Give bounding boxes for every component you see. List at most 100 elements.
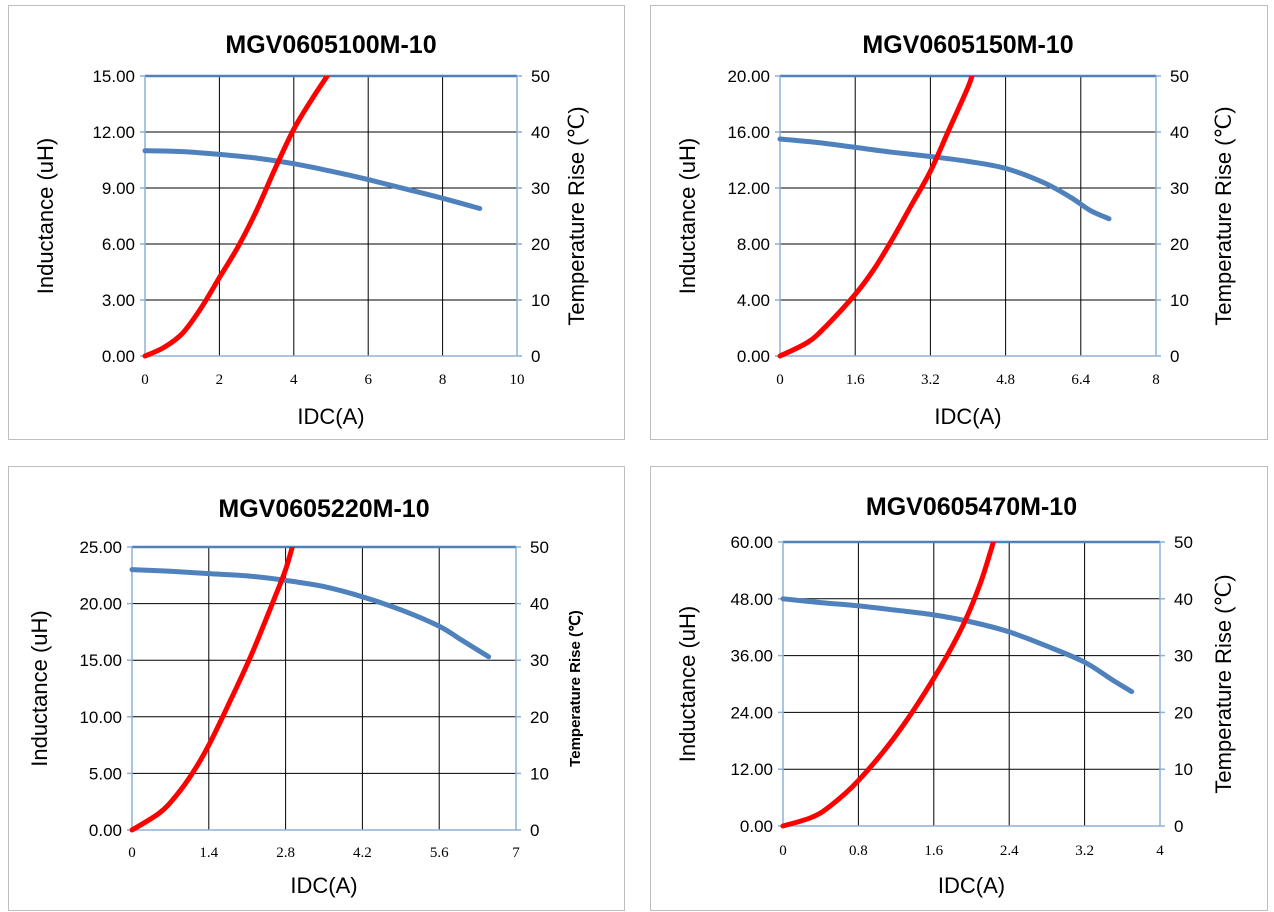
y-tick-label: 20.00	[79, 595, 122, 614]
y-tick-label: 0.00	[737, 347, 770, 366]
x-axis-label: IDC(A)	[938, 873, 1005, 898]
x-tick-label: 6	[364, 372, 372, 388]
y2-tick-label: 20	[530, 708, 549, 727]
y2-tick-label: 30	[531, 179, 550, 198]
y2-axis-label: Temperature Rise (℃)	[1211, 574, 1236, 793]
y-tick-label: 15.00	[92, 67, 135, 86]
y-tick-label: 15.00	[79, 651, 122, 670]
y2-axis-label: Temperature Rise (℃)	[564, 106, 589, 325]
x-tick-label: 8	[1152, 372, 1160, 388]
x-tick-label: 10	[510, 372, 525, 388]
y2-tick-label: 20	[1174, 703, 1193, 722]
x-tick-label: 4	[290, 372, 298, 388]
y-tick-label: 16.00	[727, 123, 770, 142]
y2-tick-label: 50	[531, 67, 550, 86]
y2-tick-label: 20	[1170, 235, 1189, 254]
chart-panel-1: MGV0605100M-10 0 2 4 6 8 10 0.00 3.00 6.00 9.00 12.…	[8, 5, 625, 440]
x-tick-label: 8	[439, 372, 447, 388]
x-axis-label: IDC(A)	[290, 873, 357, 898]
y-axis-label: Inductance (uH)	[33, 138, 58, 295]
x-tick-label: 7	[512, 845, 520, 861]
y-tick-label: 8.00	[737, 235, 770, 254]
y2-tick-label: 50	[530, 538, 549, 557]
x-tick-label: 3.2	[921, 372, 940, 388]
x-tick-label: 0	[141, 372, 149, 388]
y2-tick-label: 10	[530, 764, 549, 783]
chart-panel-2: MGV0605150M-10 0 1.6 3.2 4.8 6.4 8 0.00 4.00 8.00…	[650, 5, 1268, 440]
y-tick-label: 20.00	[727, 67, 770, 86]
x-tick-label: 0	[779, 843, 787, 859]
y2-tick-label: 0	[530, 821, 539, 840]
y-tick-label: 24.00	[730, 703, 773, 722]
x-tick-label: 1.4	[199, 845, 218, 861]
x-tick-label: 0.8	[849, 843, 868, 859]
y-tick-label: 10.00	[79, 708, 122, 727]
inductance-line	[129, 567, 492, 660]
x-tick-label: 0	[128, 845, 136, 861]
temperature-rise-line	[142, 76, 331, 359]
inductance-line	[780, 596, 1135, 695]
y2-tick-label: 0	[1174, 817, 1183, 836]
y-tick-label: 36.00	[730, 647, 773, 666]
y2-axis-label: Temperature Rise (℃)	[567, 610, 584, 767]
x-tick-label: 1.6	[924, 843, 943, 859]
y-tick-label: 0.00	[740, 817, 773, 836]
y2-tick-label: 10	[1174, 760, 1193, 779]
y-axis-label: Inductance (uH)	[675, 606, 700, 763]
y2-tick-label: 30	[530, 651, 549, 670]
x-tick-label: 4.2	[353, 845, 372, 861]
y2-tick-label: 40	[1174, 590, 1193, 609]
y-tick-label: 12.00	[730, 760, 773, 779]
y-tick-label: 0.00	[102, 347, 135, 366]
temperature-rise-line	[129, 547, 295, 833]
y-tick-label: 3.00	[102, 291, 135, 310]
x-tick-label: 4	[1156, 843, 1164, 859]
x-axis-label: IDC(A)	[297, 404, 364, 429]
x-tick-label: 4.8	[996, 372, 1015, 388]
chart-panel-4: MGV0605470M-10 0 0.8 1.6 2.4 3.2 4 0.00 12.00 24.…	[650, 466, 1268, 911]
y-tick-label: 25.00	[79, 538, 122, 557]
x-tick-label: 5.6	[430, 845, 449, 861]
inductance-line	[142, 148, 483, 211]
chart-title: MGV0605100M-10	[225, 31, 436, 59]
temperature-rise-line	[780, 542, 996, 829]
x-tick-label: 2	[216, 372, 224, 388]
y-axis-label: Inductance (uH)	[675, 138, 700, 295]
y2-tick-label: 40	[1170, 123, 1189, 142]
y2-tick-label: 30	[1170, 179, 1189, 198]
y2-tick-label: 0	[1170, 347, 1179, 366]
x-tick-label: 2.4	[1000, 843, 1019, 859]
y-tick-label: 9.00	[102, 179, 135, 198]
y-tick-label: 0.00	[89, 821, 122, 840]
x-tick-label: 2.8	[276, 845, 295, 861]
x-tick-label: 0	[776, 372, 784, 388]
y-tick-label: 6.00	[102, 235, 135, 254]
y2-tick-label: 40	[530, 595, 549, 614]
y2-tick-label: 50	[1174, 533, 1193, 552]
chart-title: MGV0605470M-10	[866, 493, 1077, 521]
y2-tick-label: 0	[531, 347, 540, 366]
y-tick-label: 12.00	[727, 179, 770, 198]
y-tick-label: 60.00	[730, 533, 773, 552]
temperature-rise-line	[777, 76, 975, 359]
y2-tick-label: 30	[1174, 647, 1193, 666]
y2-tick-label: 10	[531, 291, 550, 310]
chart-svg-1: MGV0605100M-10 0 2 4 6 8 10 0.00 3.00 6.00 9.00 12.…	[33, 31, 589, 429]
y2-tick-label: 50	[1170, 67, 1189, 86]
chart-svg-4: MGV0605470M-10 0 0.8 1.6 2.4 3.2 4 0.00 12.00 24.…	[675, 493, 1236, 898]
y-tick-label: 12.00	[92, 123, 135, 142]
chart-title: MGV0605150M-10	[862, 31, 1073, 59]
y-axis-label: Inductance (uH)	[27, 610, 52, 767]
y2-tick-label: 20	[531, 235, 550, 254]
y2-tick-label: 10	[1170, 291, 1189, 310]
y-tick-label: 4.00	[737, 291, 770, 310]
x-axis-label: IDC(A)	[934, 404, 1001, 429]
chart-panel-3: MGV0605220M-10 0 1.4 2.8 4.2 5.6 7 0.00 5.00 10.0…	[8, 466, 625, 911]
x-tick-label: 6.4	[1071, 372, 1090, 388]
y-tick-label: 5.00	[89, 764, 122, 783]
chart-svg-3: MGV0605220M-10 0 1.4 2.8 4.2 5.6 7 0.00 5.00 10.0…	[27, 495, 584, 898]
y-tick-label: 48.00	[730, 590, 773, 609]
x-tick-label: 1.6	[846, 372, 865, 388]
x-tick-label: 3.2	[1075, 843, 1094, 859]
y2-axis-label: Temperature Rise (℃)	[1211, 106, 1236, 325]
